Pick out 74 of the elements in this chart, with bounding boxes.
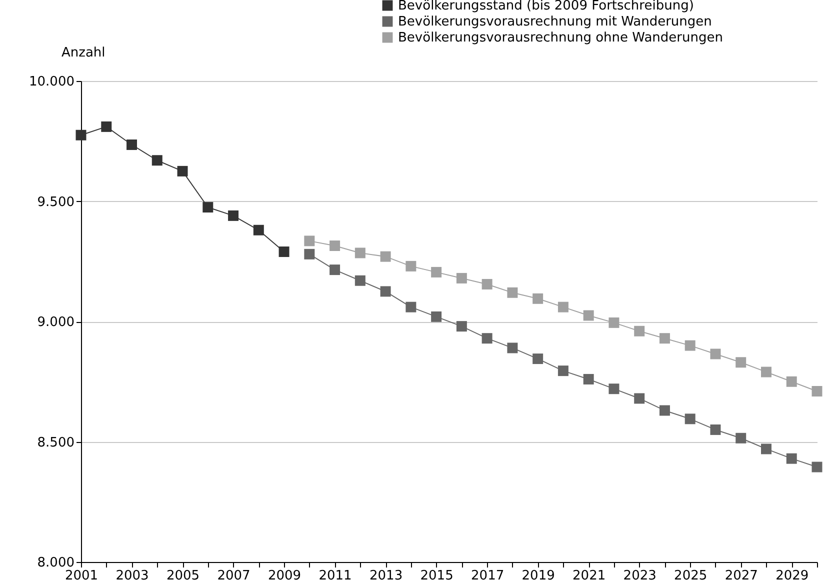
x-tick-label: 2011 <box>318 568 352 584</box>
point <box>659 333 670 344</box>
point <box>684 414 696 424</box>
x-tick-label: 2029 <box>776 568 809 584</box>
point <box>558 302 568 312</box>
point <box>507 342 518 354</box>
y-tick-label: 10.000 <box>29 74 74 90</box>
point <box>710 348 721 360</box>
x-tick-label: 2025 <box>674 568 708 584</box>
point <box>304 236 315 246</box>
point <box>177 166 188 176</box>
point <box>152 155 162 166</box>
point <box>558 366 568 376</box>
y-tick-label: 9.500 <box>37 194 74 210</box>
x-tick-label: 2005 <box>166 568 200 584</box>
point <box>786 453 797 464</box>
point <box>380 251 391 262</box>
point <box>380 286 391 297</box>
point <box>634 326 645 336</box>
x-tick-label: 2003 <box>116 568 149 584</box>
point <box>812 462 822 472</box>
x-tick-label: 2019 <box>522 568 555 584</box>
legend-label: Bevölkerungsvorausrechnung ohne Wanderungen <box>398 30 723 46</box>
x-tick-label: 2009 <box>268 568 302 584</box>
point <box>659 405 670 416</box>
point <box>634 393 645 404</box>
point <box>736 357 746 368</box>
point <box>736 432 746 444</box>
y-tick-label: 8.500 <box>37 435 74 450</box>
point <box>253 224 264 236</box>
point <box>431 311 442 322</box>
point <box>202 202 214 213</box>
x-tick-label: 2017 <box>471 568 504 584</box>
point <box>330 240 340 251</box>
point <box>608 317 620 328</box>
point <box>126 139 138 150</box>
x-tick-label: 2023 <box>623 568 656 584</box>
x-tick-label: 2013 <box>370 568 403 584</box>
point <box>304 248 315 260</box>
point <box>532 354 544 364</box>
point <box>760 366 772 378</box>
point <box>354 275 366 286</box>
x-tick-label: 2001 <box>64 568 98 584</box>
point <box>760 444 772 454</box>
point <box>406 260 416 272</box>
point <box>431 266 442 278</box>
point <box>684 340 696 351</box>
point <box>812 386 822 396</box>
x-tick-label: 2027 <box>724 568 758 584</box>
point <box>330 264 340 276</box>
x-tick-label: 2007 <box>217 568 250 584</box>
point <box>786 376 797 387</box>
point <box>583 310 594 321</box>
point <box>76 130 86 140</box>
point <box>101 121 112 132</box>
y-axis-title: Anzahl <box>62 46 106 60</box>
x-tick-label: 2015 <box>420 568 454 584</box>
point <box>406 302 416 312</box>
point <box>583 374 594 384</box>
point <box>507 287 518 298</box>
y-tick-label: 9.000 <box>37 315 74 330</box>
point <box>482 278 492 290</box>
point <box>228 210 239 221</box>
point <box>532 293 544 304</box>
y-tick-label: 8.000 <box>37 556 74 570</box>
point <box>456 272 467 284</box>
legend-label: Bevölkerungsvorausrechnung mit Wanderungen <box>398 14 712 30</box>
point <box>710 424 721 435</box>
point <box>278 246 290 257</box>
point <box>354 248 366 258</box>
point <box>456 321 467 332</box>
point <box>608 384 620 394</box>
point <box>482 333 492 344</box>
x-tick-label: 2021 <box>572 568 606 584</box>
